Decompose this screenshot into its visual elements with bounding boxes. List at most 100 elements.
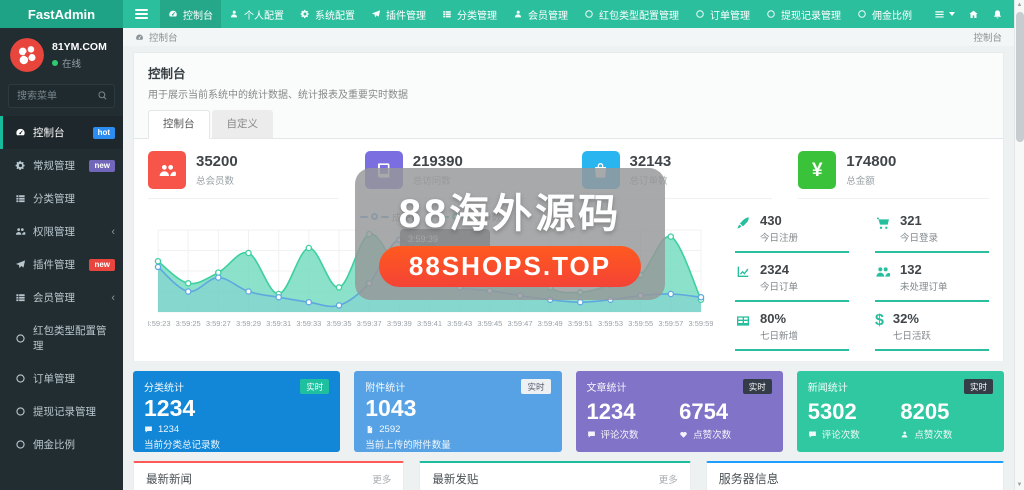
panel-value: 6754 <box>679 399 729 424</box>
svg-text:3:59:53: 3:59:53 <box>598 319 623 328</box>
scroll-down-arrow[interactable]: ▼ <box>1016 482 1023 488</box>
summary-panel: 附件统计 实时 1043 2592 当前上传的附件数量 <box>354 371 562 452</box>
nav-item[interactable]: 分类管理 <box>434 0 505 28</box>
comment-icon <box>144 425 153 434</box>
dashboard-icon <box>168 9 178 19</box>
stat-card-icon-box <box>148 151 186 189</box>
online-status: 在线 <box>52 56 107 70</box>
table-icon <box>735 313 751 329</box>
svg-text:3:59:35: 3:59:35 <box>326 319 351 328</box>
sidebar-toggle-icon[interactable] <box>123 0 160 28</box>
more-link[interactable]: 更多 <box>372 475 392 486</box>
stat-card-icon-box <box>581 151 620 189</box>
svg-text:3:59:47: 3:59:47 <box>507 319 532 328</box>
server-info-title: 服务器信息 <box>718 472 779 486</box>
stat-value: 32143 <box>629 153 672 170</box>
tooltip-time: 3:59:39 <box>408 234 439 244</box>
panel-value: 1234 <box>144 395 196 421</box>
circle-icon <box>14 406 26 417</box>
svg-text:3:59:31: 3:59:31 <box>266 319 291 328</box>
menu-badge: hot <box>92 126 115 139</box>
nav-item[interactable]: 提现记录管理 <box>758 0 849 28</box>
nav-item[interactable]: 红包类型配置管理 <box>576 0 687 28</box>
chart-tooltip: 3:59:39 成交数 : 88 订单数 : 58 <box>400 229 490 281</box>
more-link[interactable]: 更多 <box>658 475 678 486</box>
breadcrumb-left[interactable]: 控制台 <box>149 33 178 44</box>
tab-active[interactable]: 控制台 <box>148 110 210 139</box>
sidebar-item[interactable]: 提现记录管理 <box>0 395 123 428</box>
sidebar-item[interactable]: 红包类型配置管理 <box>0 314 123 362</box>
sidebar-item[interactable]: 佣金比例 <box>0 428 123 461</box>
legend-label: 成交数 <box>391 212 421 224</box>
sidebar-search <box>8 84 115 108</box>
heart-icon <box>679 430 688 439</box>
nav-item[interactable]: 个人配置 <box>221 0 292 28</box>
svg-text:3:59:33: 3:59:33 <box>296 319 321 328</box>
search-icon[interactable] <box>97 90 108 101</box>
home-icon[interactable] <box>968 9 979 20</box>
avatar[interactable] <box>10 38 44 72</box>
nav-item[interactable]: 插件管理 <box>363 0 434 28</box>
sidebar-item[interactable]: 订单管理 <box>0 362 123 395</box>
brand-logo[interactable]: FastAdmin <box>0 0 123 28</box>
sidebar-item-label: 提现记录管理 <box>33 406 96 418</box>
server-info-card: 服务器信息 FastAdmin版本1.0.0.20180911_beta检查最新… <box>705 461 1005 490</box>
scrollbar-thumb[interactable] <box>1016 12 1024 142</box>
nav-item-label: 订单管理 <box>710 10 750 22</box>
navbar-right: 81YM.COM <box>920 0 1024 28</box>
nav-item[interactable]: 控制台 <box>160 0 221 28</box>
sidebar-item-label: 插件管理 <box>33 259 75 271</box>
legend-item[interactable]: 成交数 <box>359 210 421 224</box>
realtime-badge: 实时 <box>300 379 330 394</box>
chartline-icon <box>735 264 751 280</box>
main-area: 控制台 控制台 控制台 用于展示当前系统中的统计数据、统计报表及重要实时数据 控… <box>123 28 1014 490</box>
quick-stat: 430 今日注册 <box>735 213 849 253</box>
gear-icon <box>300 9 310 19</box>
nav-item[interactable]: 系统配置 <box>292 0 363 28</box>
content: 控制台 用于展示当前系统中的统计数据、统计报表及重要实时数据 控制台 自定义 35… <box>123 46 1014 490</box>
bottom-row: 最新新闻 更多 最新发贴 更多 服务器信息 FastAdmin版本1.0.0.2… <box>133 461 1005 490</box>
circle-icon <box>14 373 26 384</box>
realtime-badge: 实时 <box>742 379 772 394</box>
status-dot <box>52 59 58 66</box>
nav-item-label: 提现记录管理 <box>781 10 841 22</box>
scroll-up-arrow[interactable]: ▲ <box>1016 2 1023 8</box>
panel-title: 新闻统计 <box>807 383 848 394</box>
nav-item[interactable]: 佣金比例 <box>849 0 920 28</box>
menu-icon[interactable] <box>934 9 945 20</box>
stat-value: 219390 <box>412 153 463 170</box>
book-icon <box>374 161 393 180</box>
chevron-left-icon: ‹ <box>111 291 115 304</box>
sidebar-item[interactable]: 常规管理 new <box>0 149 123 182</box>
quick-stat-label: 今日登录 <box>900 233 939 244</box>
nav-item[interactable]: 会员管理 <box>505 0 576 28</box>
search-input[interactable] <box>8 84 115 108</box>
stat-label: 总会员数 <box>196 176 235 187</box>
panel-column: 5302 评论次数 <box>808 394 901 441</box>
legend-item[interactable]: 订单数 <box>440 210 501 224</box>
quick-stat-label: 七日新增 <box>760 331 799 342</box>
top-navbar: FastAdmin 控制台 个人配置 系统配置 插件管理 分类管理 会员管理 红包类型配置管… <box>0 0 1024 28</box>
bell-icon[interactable] <box>992 9 1003 20</box>
sidebar-item[interactable]: 分类管理 <box>0 182 123 215</box>
user-icon <box>229 9 239 19</box>
stat-label: 总访问数 <box>412 176 451 187</box>
sidebar-item[interactable]: 插件管理 new <box>0 248 123 281</box>
panel-label: 当前分类总记录数 <box>144 440 221 452</box>
svg-text:3:59:55: 3:59:55 <box>628 319 653 328</box>
sidebar-item[interactable]: 控制台 hot <box>0 116 123 149</box>
dollar-icon: $ <box>875 312 884 329</box>
realtime-chart: 成交数 订单数 3:59:23 3:59:25 3:59:27 3:59:29 3:59:… <box>145 209 713 351</box>
panel-column: 1234 评论次数 <box>587 394 680 441</box>
sidebar-username: 81YM.COM <box>52 40 107 53</box>
dashboard-panel: 控制台 用于展示当前系统中的统计数据、统计报表及重要实时数据 控制台 自定义 35… <box>133 52 1004 361</box>
tab-inactive[interactable]: 自定义 <box>211 110 273 138</box>
sidebar-menu: 控制台 hot 常规管理 new 分类管理 权限管理 ‹ 插件管理 new 会员管理 ‹ 红包类型配置… <box>0 116 123 461</box>
bag-icon <box>591 161 610 180</box>
user-icon <box>513 9 523 19</box>
sidebar-item[interactable]: 会员管理 ‹ <box>0 281 123 314</box>
sidebar-item[interactable]: 权限管理 ‹ <box>0 215 123 248</box>
nav-item[interactable]: 订单管理 <box>687 0 758 28</box>
breadcrumb-icon <box>135 33 144 42</box>
